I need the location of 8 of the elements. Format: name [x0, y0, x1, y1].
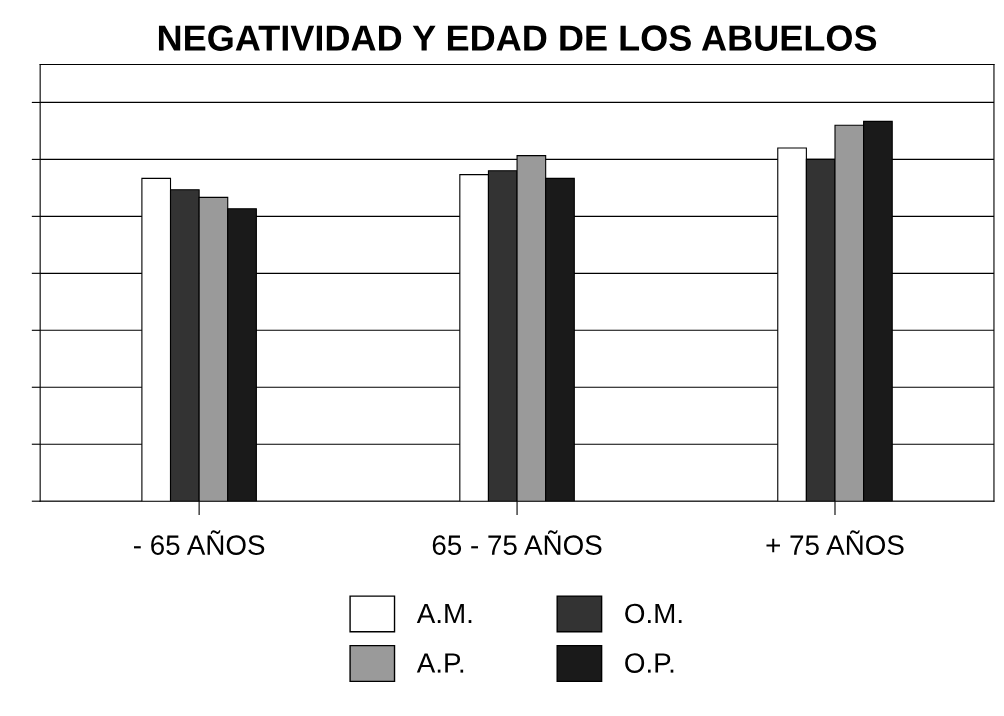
legend-label: A.M. [416, 603, 472, 624]
x-tick-label: + 75 AÑOS [766, 530, 904, 555]
legend-label: A.P. [416, 653, 464, 673]
x-tick-label: 65 - 75 AÑOS [432, 530, 602, 555]
legend-label: O.M. [625, 603, 682, 624]
chart-title: NEGATIVIDAD Y EDAD DE LOS ABUELOS [158, 25, 877, 51]
x-tick-label: - 65 AÑOS [133, 530, 265, 555]
legend-label: O.P. [625, 653, 674, 673]
